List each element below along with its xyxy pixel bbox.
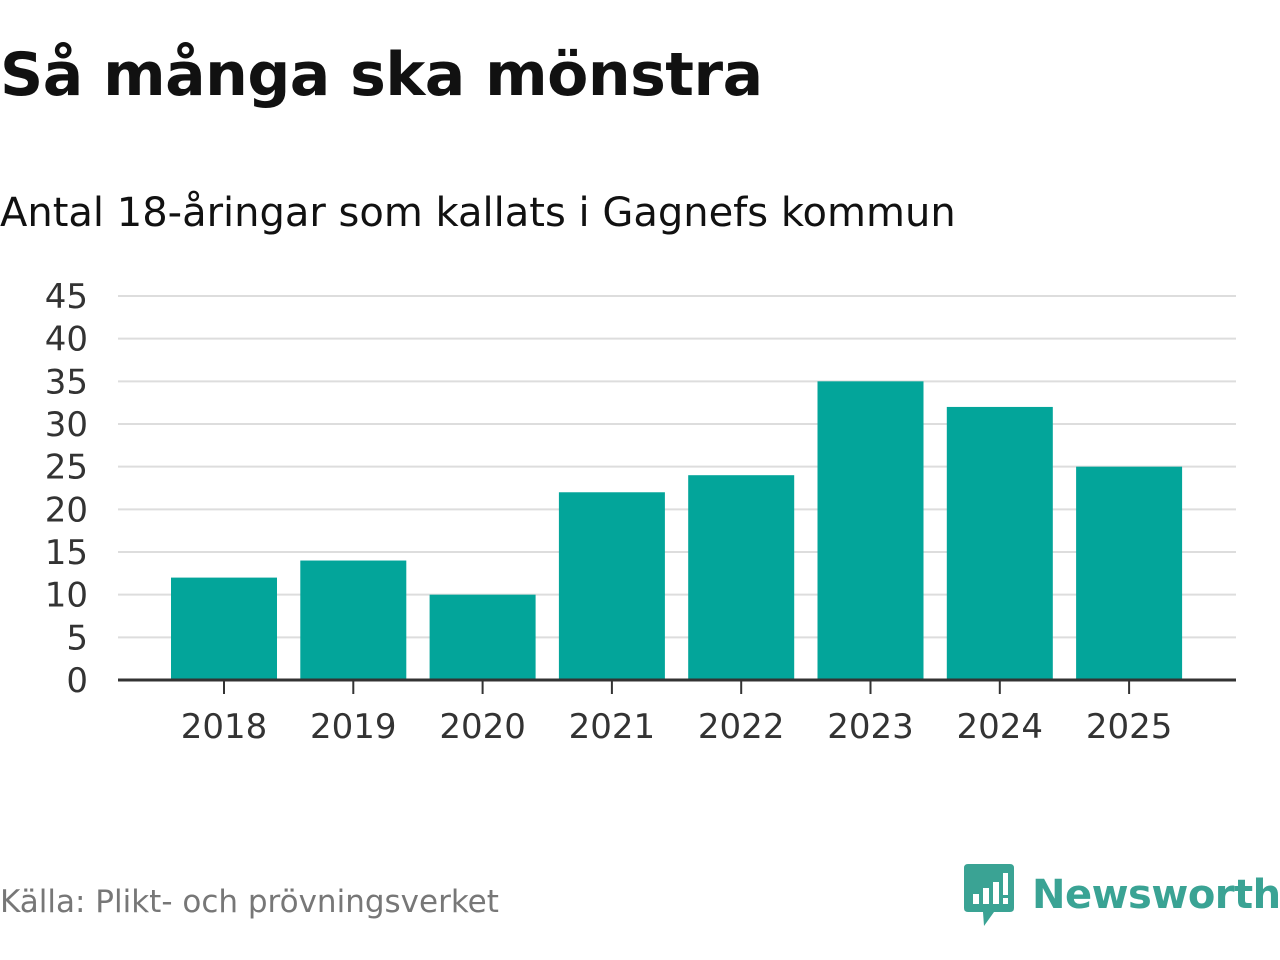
x-tick-label: 2022 <box>698 707 785 747</box>
bar-2023 <box>817 381 924 680</box>
y-tick-label: 30 <box>45 405 88 445</box>
bar-2019 <box>300 560 407 680</box>
brand-logo: Newsworthy <box>964 864 1280 926</box>
bar-2018 <box>171 577 277 680</box>
x-tick-label: 2021 <box>569 707 656 747</box>
y-tick-label: 25 <box>45 448 88 488</box>
x-axis-ticks: 2018 2019 2020 2021 2022 2023 2024 2025 <box>181 680 1173 747</box>
y-tick-label: 0 <box>66 661 88 701</box>
source-note: Källa: Plikt- och prövningsverket <box>0 884 499 920</box>
x-tick-label: 2025 <box>1086 707 1173 747</box>
gridlines <box>118 295 1236 639</box>
bar-2022 <box>688 475 795 680</box>
bar-2020 <box>429 594 536 680</box>
y-tick-label: 40 <box>45 320 88 360</box>
x-tick-label: 2020 <box>439 707 526 747</box>
bar-2021 <box>558 492 665 680</box>
y-tick-label: 20 <box>45 490 88 530</box>
y-tick-label: 10 <box>45 576 88 616</box>
bar-2025 <box>1076 466 1183 680</box>
x-tick-label: 2018 <box>181 707 268 747</box>
x-tick-label: 2023 <box>827 707 914 747</box>
bars <box>171 381 1183 680</box>
chart-subtitle: Antal 18-åringar som kallats i Gagnefs k… <box>0 190 956 236</box>
x-tick-label: 2019 <box>310 707 397 747</box>
newsworthy-logo-icon <box>964 864 1014 926</box>
y-tick-label: 35 <box>45 362 88 402</box>
bar-2024 <box>946 406 1053 680</box>
x-tick-label: 2024 <box>957 707 1044 747</box>
y-tick-label: 15 <box>45 533 88 573</box>
y-tick-label: 45 <box>45 277 88 317</box>
brand-name: Newsworthy <box>1032 872 1280 918</box>
y-tick-label: 5 <box>66 618 88 658</box>
chart-title: Så många ska mönstra <box>0 40 763 110</box>
